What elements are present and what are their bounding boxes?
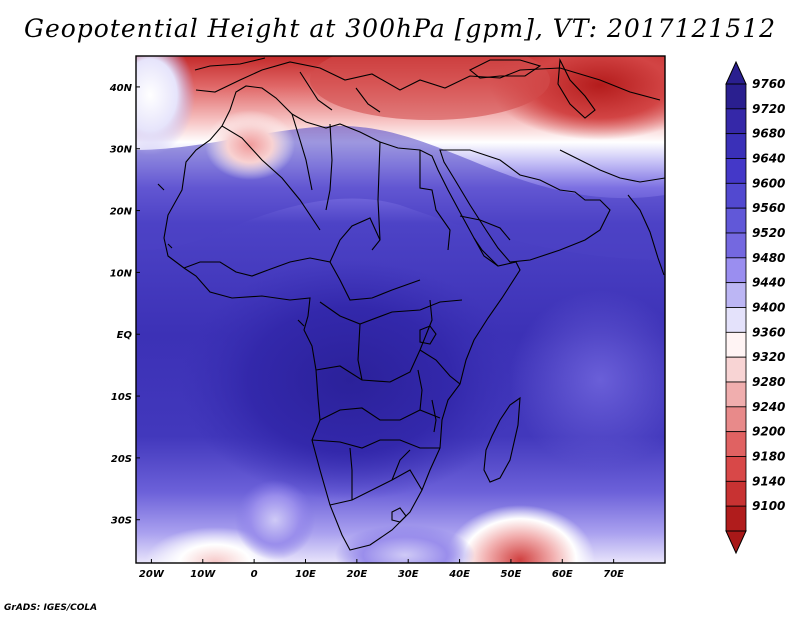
lat-tick-label: 20S [111, 454, 132, 465]
colorbar-bottom-arrow [725, 530, 747, 555]
lon-tick-label: 10W [190, 569, 216, 580]
colorbar-label: 9360 [752, 325, 785, 339]
colorbar-label: 9440 [752, 276, 785, 290]
map-title: Geopotential Height at 300hPa [gpm], VT:… [23, 14, 777, 43]
lon-tick-label: 60E [552, 569, 573, 580]
colorbar-cell [725, 83, 747, 110]
colorbar-label: 9600 [752, 176, 785, 190]
colorbar-cell [725, 257, 747, 284]
colorbar-cell [725, 108, 747, 135]
colorbar-cell [725, 381, 747, 408]
colorbar-cell [725, 456, 747, 482]
lat-tick-label: 30N [110, 145, 133, 156]
colorbar-label: 9720 [752, 102, 785, 116]
height-field [136, 56, 665, 563]
lat-tick-label: EQ [117, 330, 133, 341]
colorbar-cell [725, 232, 747, 259]
plot-frame [135, 55, 666, 564]
colorbar-cell [725, 480, 747, 507]
colorbar-cell [725, 431, 747, 457]
lon-tick-label: 20W [139, 569, 165, 580]
colorbar-label: 9680 [752, 127, 785, 141]
colorbar-label: 9400 [752, 301, 785, 315]
colorbar-label: 9240 [752, 400, 785, 414]
lat-tick-label: 40N [109, 83, 133, 94]
colorbar-label: 9100 [752, 499, 785, 513]
lat-tick-label: 10N [110, 268, 133, 279]
colorbar-cell [725, 207, 747, 234]
colorbar-cell [725, 406, 747, 433]
colorbar-cell [725, 158, 747, 184]
lat-tick-label: 10S [111, 392, 132, 403]
colorbar-cell [725, 356, 747, 383]
lat-tick-label: 30S [111, 516, 132, 527]
lon-tick-label: 0 [251, 569, 258, 580]
colorbar-cell [725, 505, 747, 532]
colorbar-label: 9480 [752, 251, 785, 265]
colorbar-label: 9640 [752, 152, 785, 166]
grads-credit: GrADS: IGES/COLA [4, 603, 98, 613]
colorbar-label: 9200 [752, 425, 785, 439]
colorbar-label: 9520 [752, 226, 785, 240]
coastlines-and-borders [157, 57, 665, 551]
colorbar-label: 9320 [752, 350, 785, 364]
colorbar-label: 9180 [752, 450, 785, 464]
colorbar-cell [725, 182, 747, 209]
colorbar-top-arrow [725, 60, 747, 85]
colorbar: 9760 9720 9680 9640 9600 9560 9520 9480 9440 9400… [725, 60, 785, 555]
colorbar-label: 9760 [752, 77, 785, 91]
colorbar-cell [725, 282, 747, 308]
axis-labels: 40N 30N 20N 10N EQ 10S 20S 30S 20W 10W 0 10E 20E 30E 4… [109, 83, 624, 580]
colorbar-cell [725, 307, 747, 333]
lat-tick-label: 20N [110, 207, 133, 218]
colorbar-cell [725, 331, 747, 358]
lon-tick-label: 30E [398, 569, 419, 580]
lon-tick-label: 10E [295, 569, 316, 580]
lon-tick-label: 50E [501, 569, 522, 580]
lon-tick-label: 40E [448, 569, 470, 580]
colorbar-label: 9140 [752, 474, 785, 488]
lon-tick-label: 20E [346, 569, 367, 580]
lon-tick-label: 70E [603, 569, 624, 580]
colorbar-label: 9560 [752, 201, 785, 215]
colorbar-label: 9280 [752, 375, 785, 389]
colorbar-cell [725, 133, 747, 159]
